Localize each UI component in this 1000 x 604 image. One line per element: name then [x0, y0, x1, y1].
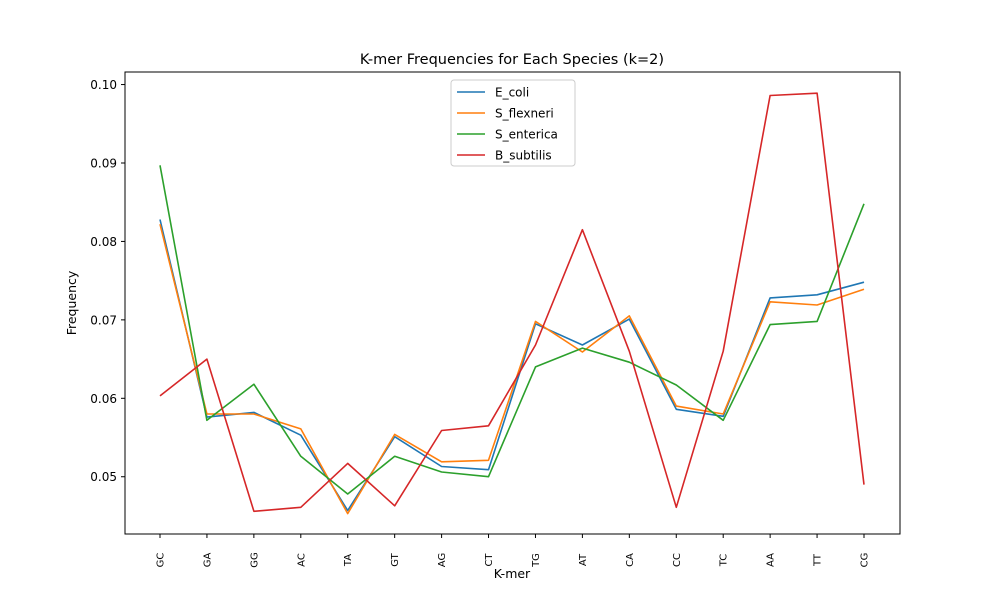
legend-label: S_enterica: [495, 128, 558, 142]
x-tick-label: GG: [249, 552, 260, 568]
x-tick-label: CT: [484, 553, 495, 567]
x-tick-label: CA: [625, 553, 636, 567]
chart-title: K-mer Frequencies for Each Species (k=2): [360, 52, 664, 68]
x-tick-label: CC: [672, 553, 683, 567]
series-line-b_subtilis: [159, 92, 865, 513]
x-tick-label: AG: [437, 553, 448, 567]
x-tick-label: GA: [202, 553, 213, 568]
x-tick-label: GC: [156, 553, 167, 568]
y-tick-label: 0.10: [90, 78, 117, 92]
series-line-e_coli: [159, 219, 865, 512]
y-tick-label: 0.06: [90, 392, 117, 406]
x-tick-label: TA: [343, 554, 354, 567]
x-axis: GC GA GG AC TA GT AG CT TG AT CA CC TC AA TT CG: [156, 534, 871, 568]
y-tick-label: 0.08: [90, 235, 117, 249]
series-line-s_flexneri: [159, 224, 865, 515]
legend-label: E_coli: [495, 86, 529, 100]
x-tick-label: TG: [531, 553, 542, 568]
x-tick-label: TC: [719, 554, 730, 568]
legend: E_coli S_flexneri S_enterica B_subtilis: [450, 79, 576, 167]
series-line-s_enterica: [159, 165, 865, 495]
x-tick-label: AT: [578, 553, 589, 566]
x-tick-label: AC: [296, 553, 307, 567]
x-tick-label: TT: [813, 553, 824, 567]
x-tick-label: CG: [860, 553, 871, 568]
y-axis: 0.05 0.06 0.07 0.08 0.09 0.10: [90, 78, 125, 484]
x-tick-label: AA: [766, 553, 777, 567]
y-tick-label: 0.05: [90, 470, 117, 484]
plot-area: [124, 71, 901, 535]
y-axis-label: Frequency: [64, 270, 79, 335]
x-axis-label: K-mer: [494, 566, 531, 581]
legend-label: B_subtilis: [495, 149, 552, 163]
series-lines: [159, 92, 865, 515]
y-tick-label: 0.07: [90, 313, 117, 327]
legend-label: S_flexneri: [495, 107, 554, 121]
x-tick-label: GT: [390, 552, 401, 566]
legend-box: [450, 79, 576, 167]
y-tick-label: 0.09: [90, 156, 117, 170]
